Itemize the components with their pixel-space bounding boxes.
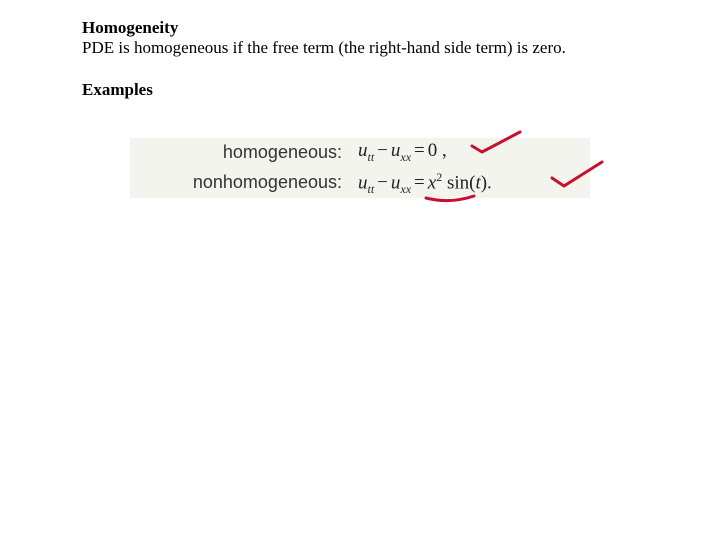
equation-row-homogeneous: homogeneous: utt−uxx=0 , — [130, 138, 590, 168]
body-text: PDE is homogeneous if the free term (the… — [82, 38, 566, 58]
equation-box: homogeneous: utt−uxx=0 , nonhomogeneous:… — [130, 138, 590, 198]
equation-math: utt−uxx=0 , — [358, 140, 447, 165]
section-heading: Homogeneity — [82, 18, 178, 38]
equation-label: nonhomogeneous: — [193, 172, 342, 193]
equation-row-nonhomogeneous: nonhomogeneous: utt−uxx=x2 sin(t). — [130, 168, 590, 198]
examples-heading: Examples — [82, 80, 153, 100]
equation-math: utt−uxx=x2 sin(t). — [358, 170, 492, 197]
equation-label: homogeneous: — [223, 142, 342, 163]
page: Homogeneity PDE is homogeneous if the fr… — [0, 0, 720, 540]
